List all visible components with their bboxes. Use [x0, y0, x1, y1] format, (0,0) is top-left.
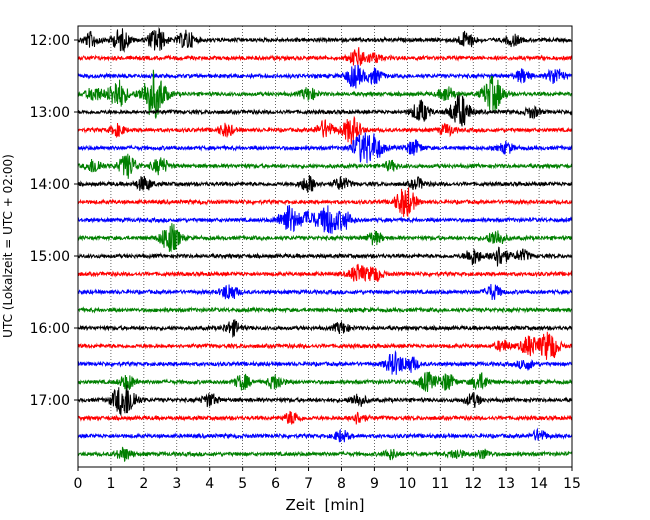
trace-1530 — [77, 284, 573, 301]
trace-1315 — [77, 115, 573, 145]
x-tick-label: 14 — [530, 476, 548, 492]
x-tick-label: 7 — [304, 476, 313, 492]
y-tick-label: 12:00 — [30, 33, 70, 49]
y-axis-ticks: 12:00 13:00 14:00 15:00 16:00 17:00 — [30, 33, 78, 409]
trace-1445 — [77, 223, 573, 253]
x-tick-label: 10 — [398, 476, 416, 492]
x-tick-label: 4 — [205, 476, 214, 492]
trace-1300 — [77, 94, 573, 127]
y-axis-label: UTC (Lokalzeit = UTC + 02:00) — [1, 154, 15, 338]
trace-1345 — [77, 153, 573, 179]
trace-1630 — [77, 349, 573, 375]
x-tick-label: 8 — [337, 476, 346, 492]
x-tick-label: 2 — [139, 476, 148, 492]
trace-1230 — [77, 64, 573, 89]
seismic-traces — [77, 26, 573, 462]
trace-1645 — [77, 371, 573, 392]
x-axis-label: Zeit [min] — [285, 496, 364, 514]
x-tick-label: 6 — [271, 476, 280, 492]
x-tick-label: 15 — [563, 476, 581, 492]
y-tick-label: 15:00 — [30, 249, 70, 265]
x-tick-label: 11 — [431, 476, 449, 492]
x-tick-label: 3 — [172, 476, 181, 492]
trace-1745 — [77, 446, 573, 462]
trace-1730 — [77, 427, 573, 443]
trace-1615 — [77, 331, 573, 360]
x-tick-label: 12 — [464, 476, 482, 492]
x-tick-label: 0 — [74, 476, 83, 492]
trace-1500 — [77, 246, 573, 267]
trace-1415 — [77, 187, 573, 218]
y-tick-label: 16:00 — [30, 321, 70, 337]
trace-1215 — [77, 47, 573, 66]
trace-1200 — [77, 26, 573, 53]
trace-1515 — [77, 263, 573, 283]
trace-1330 — [77, 132, 573, 164]
x-axis-ticks: 0 1 2 3 4 5 6 7 8 9 10 11 12 13 14 15 — [74, 467, 581, 492]
x-tick-label: 9 — [370, 476, 379, 492]
y-tick-label: 17:00 — [30, 393, 70, 409]
x-tick-label: 13 — [497, 476, 515, 492]
plot-frame — [77, 25, 573, 468]
y-tick-label: 13:00 — [30, 105, 70, 121]
y-tick-label: 14:00 — [30, 177, 70, 193]
trace-1545 — [77, 306, 573, 314]
x-tick-label: 5 — [238, 476, 247, 492]
trace-1600 — [77, 319, 573, 338]
x-tick-label: 1 — [106, 476, 115, 492]
trace-1430 — [77, 204, 573, 234]
trace-1715 — [77, 410, 573, 425]
trace-1700 — [77, 384, 573, 416]
trace-1400 — [77, 174, 573, 193]
